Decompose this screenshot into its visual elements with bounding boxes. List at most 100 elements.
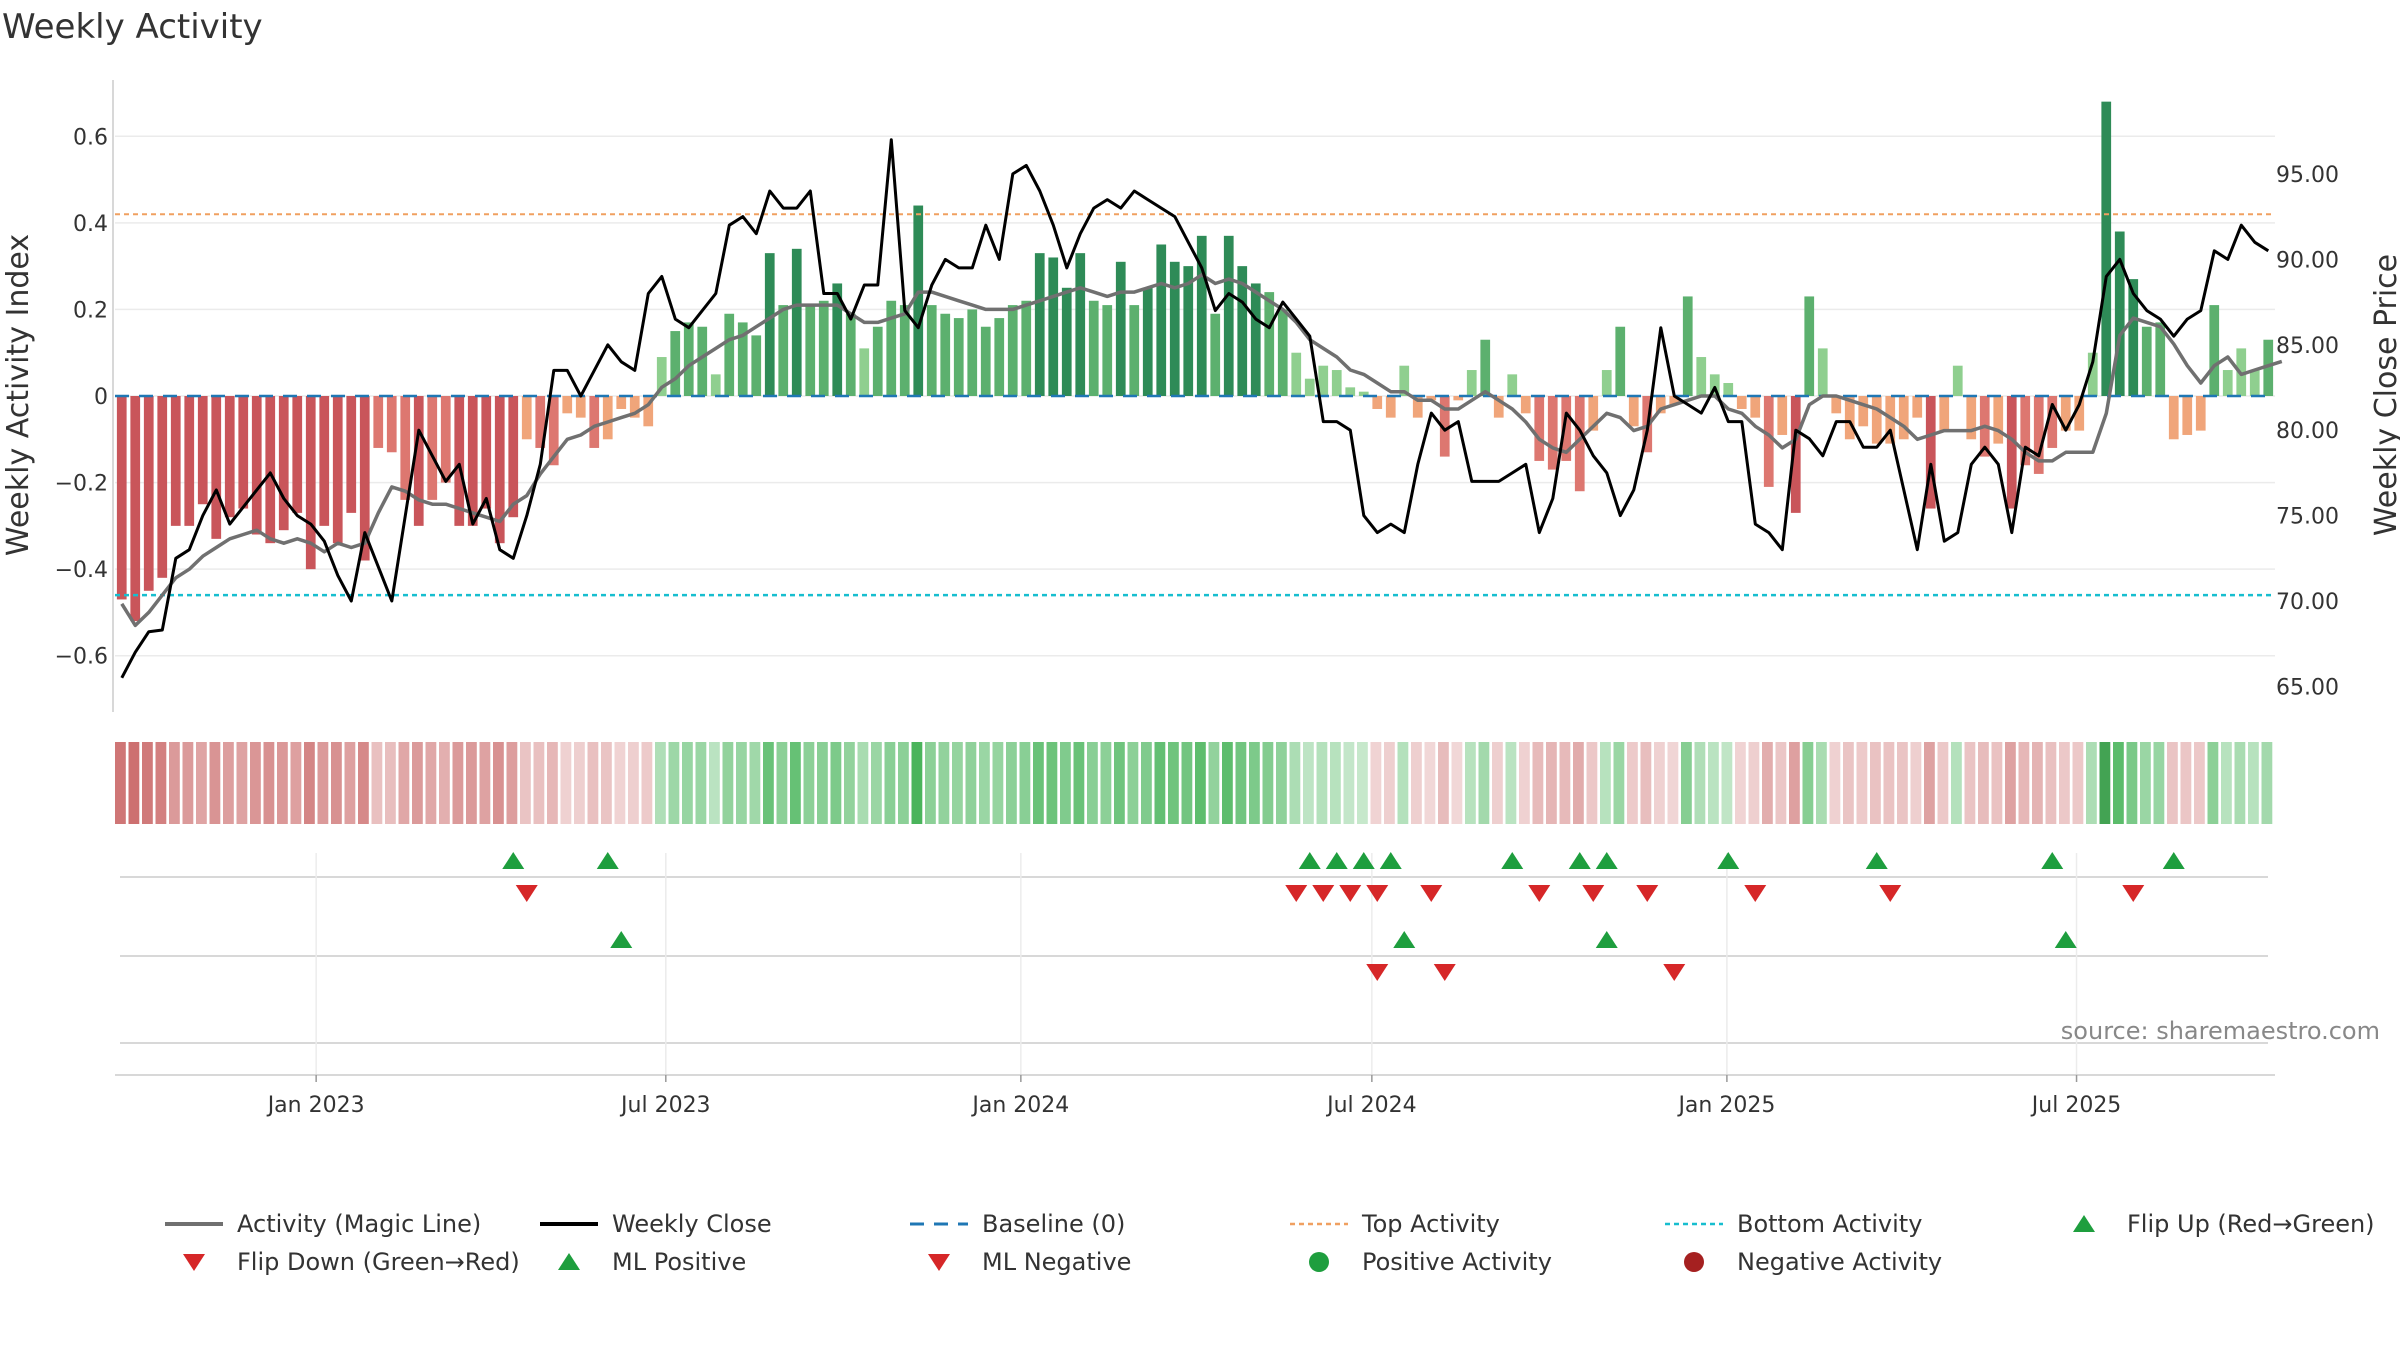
- activity-bar: [1156, 244, 1167, 396]
- strip-cell: [2059, 742, 2070, 824]
- strip-cell: [763, 742, 774, 824]
- strip-cell: [1168, 742, 1179, 824]
- activity-bar: [589, 396, 600, 448]
- activity-bar: [1129, 305, 1140, 396]
- activity-bar: [778, 305, 789, 396]
- y-tick-label: 0.6: [73, 125, 108, 150]
- y2-tick-label: 95.00: [2276, 163, 2339, 188]
- strip-cell: [1276, 742, 1287, 824]
- strip-cell: [1627, 742, 1638, 824]
- activity-bar: [1520, 396, 1531, 414]
- strip-cell: [1046, 742, 1058, 824]
- strip-cell: [1087, 742, 1098, 824]
- activity-bar: [2168, 396, 2179, 440]
- strip-cell: [155, 742, 167, 824]
- activity-bar: [2182, 396, 2193, 435]
- strip-cell: [2167, 742, 2178, 824]
- strip-cell: [601, 742, 612, 824]
- strip-cell: [2018, 742, 2030, 824]
- strip-cell: [2140, 742, 2151, 824]
- activity-bar: [1871, 396, 1882, 444]
- activity-bar: [1493, 396, 1504, 418]
- strip-cell: [2126, 742, 2138, 824]
- activity-bar: [211, 396, 222, 539]
- activity-bar: [278, 396, 289, 531]
- strip-cell: [371, 742, 383, 824]
- strip-cell: [1883, 742, 1895, 824]
- activity-bar: [1736, 396, 1747, 409]
- event-marker-up: [1379, 852, 1402, 869]
- legend-item: Weekly Close: [540, 1210, 772, 1238]
- activity-bar: [481, 396, 492, 509]
- event-marker-up: [1568, 852, 1591, 869]
- activity-bar: [2060, 396, 2071, 431]
- strip-cell: [493, 742, 504, 824]
- activity-bar: [332, 396, 343, 544]
- strip-cell: [1235, 742, 1247, 824]
- activity-bar: [1331, 370, 1342, 396]
- activity-bar: [1628, 396, 1639, 427]
- strip-cell: [128, 742, 140, 824]
- x-tick-label: Jan 2024: [970, 1093, 1069, 1118]
- y2-tick-label: 75.00: [2276, 505, 2339, 530]
- strip-cell: [2086, 742, 2097, 824]
- strip-cell: [2221, 742, 2232, 824]
- activity-bar: [1547, 396, 1558, 470]
- strip-cell: [1640, 742, 1652, 824]
- legend-item: Baseline (0): [910, 1210, 1125, 1238]
- legend-item: Top Activity: [1290, 1210, 1500, 1238]
- strip-cell: [2099, 742, 2111, 824]
- strip-cell: [803, 742, 815, 824]
- strip-cell: [2153, 742, 2165, 824]
- activity-bar: [1723, 383, 1734, 396]
- strip-cell: [871, 742, 882, 824]
- activity-bar: [130, 396, 141, 622]
- activity-bar: [1804, 296, 1815, 396]
- activity-bar: [1007, 305, 1018, 396]
- event-marker-up: [596, 852, 619, 869]
- activity-bar: [656, 357, 667, 396]
- activity-bar: [899, 305, 910, 396]
- event-marker-up: [1352, 852, 1375, 869]
- strip-cell: [1937, 742, 1949, 824]
- strip-cell: [614, 742, 626, 824]
- strip-cell: [1762, 742, 1773, 824]
- activity-bar: [1534, 396, 1545, 461]
- activity-bar: [683, 322, 694, 396]
- legend-swatch: [183, 1254, 205, 1271]
- activity-bar: [872, 326, 883, 396]
- activity-bar: [1777, 396, 1788, 435]
- strip-cell: [1667, 742, 1679, 824]
- strip-cell: [1006, 742, 1017, 824]
- strip-cell: [452, 742, 464, 824]
- activity-bar: [886, 300, 897, 396]
- strip-cell: [1141, 742, 1152, 824]
- strip-cell: [722, 742, 734, 824]
- activity-bar: [197, 396, 208, 505]
- strip-cell: [1465, 742, 1476, 824]
- strip-cell: [709, 742, 720, 824]
- activity-bar: [251, 396, 262, 535]
- strip-cell: [2113, 742, 2124, 824]
- strip-cell: [1654, 742, 1665, 824]
- y2-tick-label: 70.00: [2276, 590, 2339, 615]
- strip-cell: [169, 742, 180, 824]
- strip-cell: [1924, 742, 1935, 824]
- legend-label: Bottom Activity: [1737, 1210, 1922, 1238]
- activity-bar: [535, 396, 546, 448]
- strip-cell: [1019, 742, 1031, 824]
- activity-bar: [1507, 374, 1518, 396]
- strip-cell: [1262, 742, 1274, 824]
- activity-bar: [1561, 396, 1572, 461]
- activity-bar: [913, 205, 924, 396]
- legend-swatch: [928, 1254, 950, 1271]
- x-axis: Jan 2023 Jul 2023 Jan 2024 Jul 2024 Jan 2025…: [115, 1074, 2275, 1118]
- strip-cell: [1451, 742, 1463, 824]
- event-marker-down: [1879, 885, 1902, 902]
- strip-cell: [1100, 742, 1112, 824]
- legend-label: Weekly Close: [612, 1210, 772, 1238]
- magic-line: [120, 273, 2283, 628]
- event-marker-up: [2162, 852, 2185, 869]
- activity-bar: [1574, 396, 1585, 492]
- strip-cell: [1195, 742, 1206, 824]
